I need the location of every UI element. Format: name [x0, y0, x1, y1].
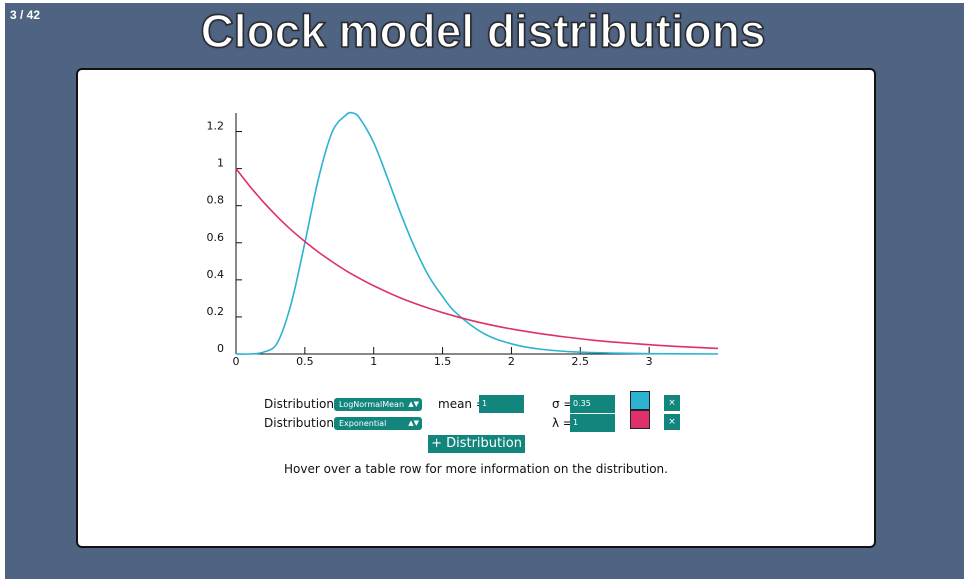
- x-tick-label-3: 1.5: [434, 355, 452, 368]
- color-swatch-2[interactable]: [630, 410, 650, 429]
- lambda-input[interactable]: 1: [570, 414, 615, 432]
- select-arrows-icon: ▲▼: [408, 419, 419, 427]
- x-tick-label-1: 0.5: [296, 355, 314, 368]
- slide-title: Clock model distributions: [200, 4, 766, 58]
- y-tick-label-2: 0.4: [207, 268, 225, 281]
- distribution-select-1[interactable]: LogNormalMean ▲▼: [334, 398, 422, 411]
- color-swatch-1[interactable]: [630, 391, 650, 410]
- distribution-select-1-value: LogNormalMean: [339, 400, 405, 409]
- slide-counter: 3 / 42: [10, 8, 41, 22]
- x-tick-label-6: 3: [646, 355, 653, 368]
- y-tick-label-6: 1.2: [207, 120, 225, 133]
- x-tick-label-5: 2.5: [572, 355, 590, 368]
- mean-label: mean =: [438, 397, 486, 411]
- distribution-select-2[interactable]: Exponential ▲▼: [334, 417, 422, 430]
- x-tick-label-4: 2: [508, 355, 515, 368]
- y-tick-label-5: 1: [217, 157, 224, 170]
- y-tick-label-1: 0.2: [207, 305, 225, 318]
- y-tick-label-3: 0.6: [207, 231, 225, 244]
- select-arrows-icon: ▲▼: [408, 400, 419, 408]
- series-line-0: [235, 111, 719, 355]
- sigma-label: σ =: [552, 397, 574, 411]
- add-distribution-button[interactable]: + Distribution: [428, 435, 525, 453]
- distribution-select-2-value: Exponential: [339, 419, 387, 428]
- distribution-label-2: Distribution:: [264, 416, 339, 430]
- hover-hint-text: Hover over a table row for more informat…: [284, 462, 668, 476]
- x-tick-label-0: 0: [233, 355, 240, 368]
- remove-distribution-2-button[interactable]: ×: [664, 414, 680, 430]
- content-panel: 0 0.5 1 1.5 2 2.5 3 0 0.2 0.4 0.6 0.8 1 1.2 Distribut…: [76, 68, 876, 548]
- sigma-input[interactable]: 0.35: [570, 395, 615, 413]
- mean-input[interactable]: 1: [479, 395, 524, 413]
- x-tick-label-2: 1: [370, 355, 377, 368]
- series-line-1: [235, 168, 719, 350]
- distribution-label-1: Distribution:: [264, 397, 339, 411]
- lambda-label: λ =: [552, 416, 573, 430]
- remove-distribution-1-button[interactable]: ×: [664, 395, 680, 411]
- distribution-chart: 0 0.5 1 1.5 2 2.5 3 0 0.2 0.4 0.6 0.8 1 1.2: [207, 111, 719, 368]
- y-tick-label-0: 0: [217, 342, 224, 355]
- y-tick-label-4: 0.8: [207, 194, 225, 207]
